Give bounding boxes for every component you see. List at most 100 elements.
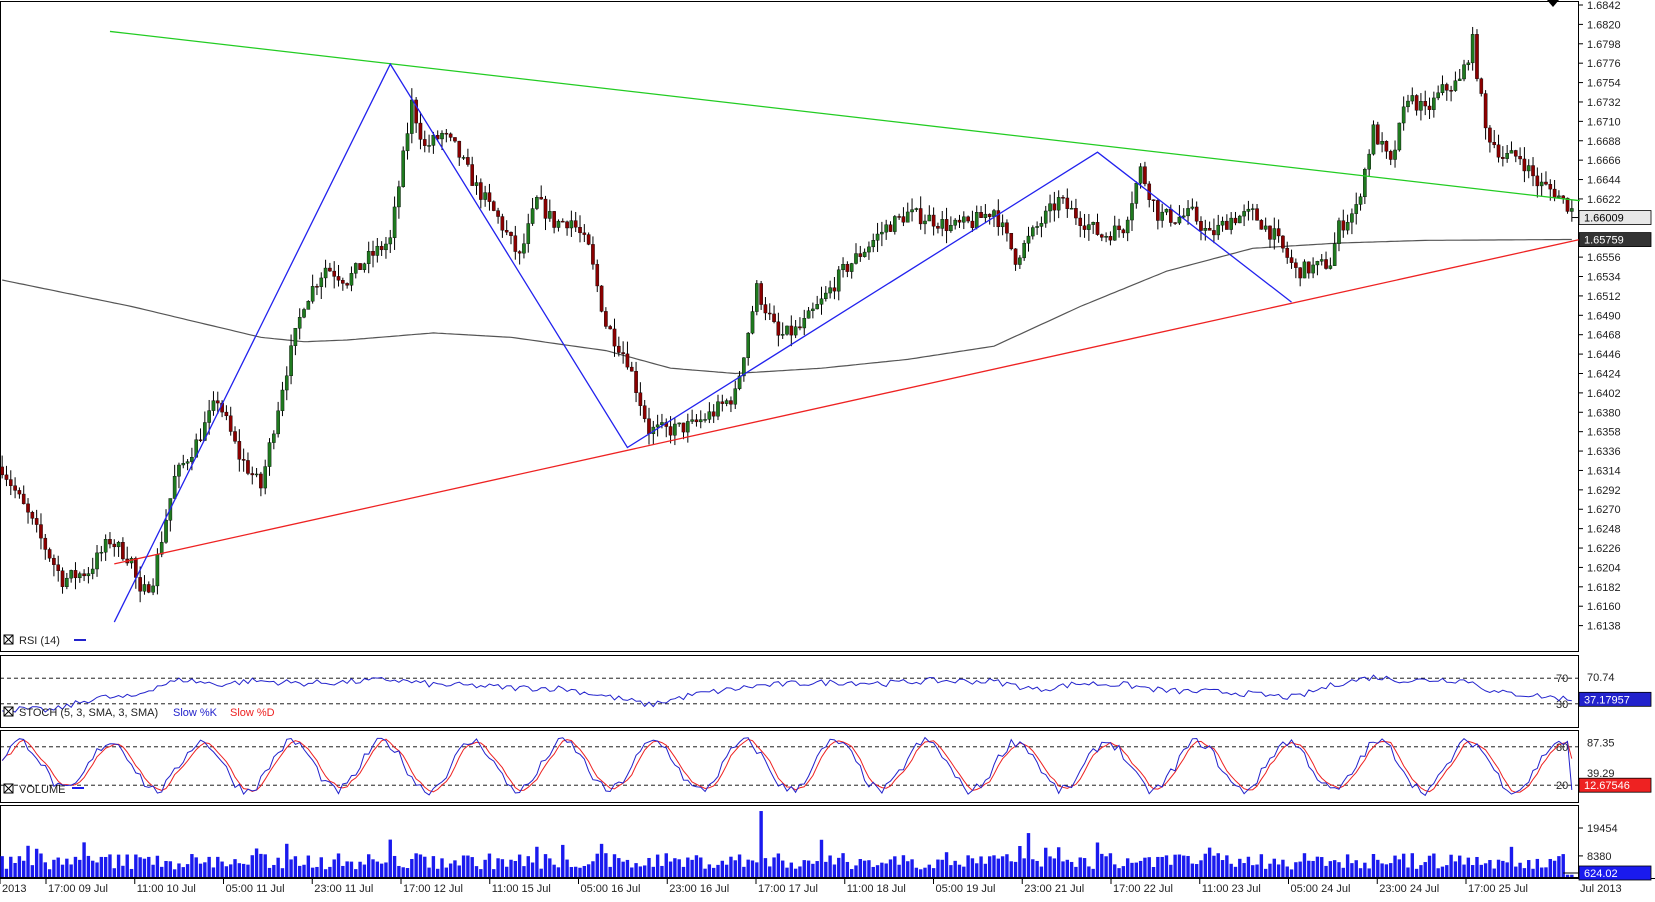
volume-bar (1035, 860, 1039, 877)
volume-bar (444, 867, 449, 877)
candle-body (729, 400, 733, 405)
candle-body (1444, 84, 1449, 91)
candle-body (310, 286, 315, 302)
volume-bar (431, 856, 436, 877)
candle-body (776, 321, 781, 336)
candle-body (39, 524, 43, 539)
candle-body (0, 466, 4, 476)
candle-body (69, 570, 73, 579)
volume-bar (1130, 862, 1134, 877)
volume-bar (561, 844, 565, 877)
volume-bar (1160, 856, 1164, 877)
volume-bar (923, 867, 927, 877)
volume-bar (1384, 864, 1389, 877)
volume-bar (724, 864, 729, 877)
volume-bar (1117, 868, 1121, 877)
candle-body (1220, 220, 1225, 226)
candle-body (1225, 220, 1229, 230)
candle-body (1561, 195, 1566, 199)
volume-bar (1268, 863, 1272, 877)
volume-bar (914, 867, 919, 877)
volume-bar (116, 854, 121, 877)
candle-body (474, 182, 479, 186)
slow-k-line (1, 736, 1573, 797)
slow-d-label: Slow %D (230, 707, 275, 719)
volume-bar (604, 853, 608, 877)
volume-bar (539, 868, 543, 877)
volume-bar (1324, 865, 1328, 877)
candle-body (1099, 234, 1104, 238)
volume-bar (880, 862, 884, 877)
candle-body (802, 318, 807, 329)
volume-bar (461, 855, 466, 877)
candle-body (793, 326, 798, 336)
volume-panel-title[interactable]: VOLUME (3, 783, 84, 796)
candle-body (410, 99, 414, 134)
volume-bar (423, 856, 427, 877)
volume-bar (893, 856, 897, 877)
volume-bar (716, 864, 720, 877)
volume-bar (966, 855, 970, 877)
candle-body (1384, 140, 1389, 152)
candle-body (1026, 235, 1031, 244)
candle-body (13, 485, 17, 491)
volume-bar (1380, 863, 1384, 877)
volume-bar (1406, 867, 1410, 877)
candle-body (1363, 169, 1367, 198)
candle-body (1173, 222, 1177, 224)
volume-bar (582, 865, 587, 877)
stoch-panel-title[interactable]: STOCH (5, 3, SMA, 3, SMA) Slow %K Slow %… (3, 706, 275, 719)
volume-bar (1350, 863, 1354, 877)
volume-bar (310, 867, 315, 877)
candle-body (366, 251, 371, 264)
candle-body (138, 577, 142, 592)
volume-bar (1164, 855, 1169, 877)
volume-bar (1026, 833, 1031, 877)
volume-bar (427, 867, 431, 877)
candle-body (1410, 95, 1415, 102)
volume-bar (828, 855, 832, 877)
volume-bar (39, 853, 43, 877)
volume-bar (349, 861, 354, 877)
volume-bar (43, 862, 47, 877)
volume-bar (1082, 858, 1087, 877)
candle-body (910, 209, 914, 213)
volume-bar (746, 859, 750, 877)
volume-bar (854, 865, 858, 877)
candle-body (30, 512, 35, 519)
candle-body (457, 140, 462, 158)
candle-body (86, 573, 91, 577)
candle-body (1125, 219, 1130, 234)
candle-body (1509, 150, 1514, 154)
candle-body (1414, 95, 1419, 111)
volume-bar (1397, 859, 1402, 877)
rsi-panel-title[interactable]: RSI (14) (3, 634, 86, 647)
volume-bar (798, 866, 802, 877)
candle-body (353, 263, 358, 274)
volume-bar (142, 858, 147, 877)
candle-body (1436, 92, 1440, 99)
volume-bar (1371, 854, 1376, 877)
candle-body (1164, 208, 1169, 213)
candle-body (560, 220, 565, 223)
volume-bar (1125, 858, 1130, 877)
volume-bar (668, 861, 673, 877)
price-tick-label: 1.6666 (1587, 155, 1621, 167)
volume-bar (121, 865, 125, 877)
volume-bar (1005, 854, 1009, 877)
volume-bar (543, 854, 548, 877)
candle-body (1263, 225, 1268, 230)
candle-body (289, 345, 293, 377)
candle-body (1268, 225, 1272, 240)
candle-body (237, 441, 242, 460)
volume-bar (95, 862, 99, 877)
scroll-marker-icon[interactable] (1547, 0, 1559, 7)
candle-body (155, 554, 160, 587)
candle-body (1501, 157, 1505, 159)
candle-body (824, 292, 828, 300)
candle-body (509, 231, 513, 236)
candle-body (319, 277, 324, 287)
volume-bar (642, 865, 647, 877)
candle-body (1056, 197, 1061, 211)
candle-body (427, 145, 431, 147)
